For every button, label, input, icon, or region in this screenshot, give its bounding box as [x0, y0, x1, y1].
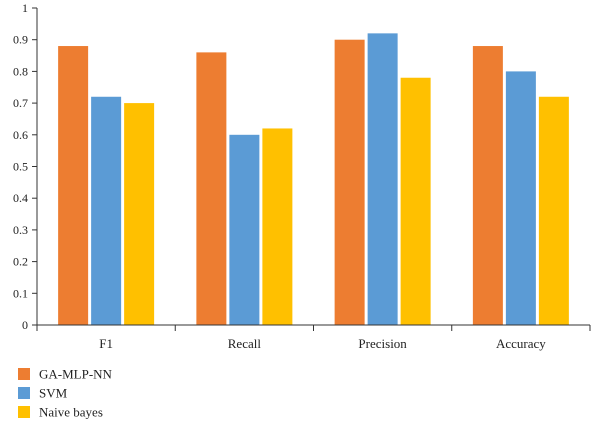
- bar-svm-precision: [367, 33, 398, 326]
- y-tick-label: 0.1: [13, 286, 28, 300]
- y-tick-label: 1: [22, 1, 28, 15]
- y-axis: 0 0.1 0.2 0.3 0.4 0.5 0.6 0.7 0.8 0.9 1: [13, 1, 38, 332]
- bar-svm-recall: [229, 134, 260, 325]
- y-tick-label: 0.5: [13, 160, 28, 174]
- legend-label: Naive bayes: [39, 405, 103, 420]
- legend-label: GA-MLP-NN: [39, 367, 113, 382]
- y-tick-label: 0: [22, 318, 28, 332]
- legend-swatch: [18, 406, 30, 418]
- bar-svm-f1: [91, 96, 122, 325]
- x-tick-label: Recall: [228, 336, 262, 351]
- y-tick-label: 0.4: [13, 191, 28, 205]
- legend: GA-MLP-NN SVM Naive bayes: [18, 367, 113, 420]
- bar-naive-bayes-accuracy: [538, 96, 569, 325]
- y-tick-label: 0.2: [13, 255, 28, 269]
- bar-naive-bayes-precision: [400, 77, 431, 326]
- y-tick-label: 0.6: [13, 128, 28, 142]
- bar-svm-accuracy: [505, 71, 536, 326]
- y-tick-label: 0.7: [13, 96, 28, 110]
- legend-swatch: [18, 387, 30, 399]
- y-tick-label: 0.9: [13, 33, 28, 47]
- bars: [58, 33, 569, 326]
- bar-naive-bayes-recall: [262, 128, 293, 325]
- bar-naive-bayes-f1: [124, 103, 155, 325]
- legend-label: SVM: [39, 386, 68, 401]
- x-tick-label: F1: [99, 336, 113, 351]
- bar-ga-mlp-nn-recall: [196, 52, 227, 325]
- legend-swatch: [18, 368, 30, 380]
- bar-ga-mlp-nn-precision: [334, 39, 365, 325]
- y-tick-label: 0.3: [13, 223, 28, 237]
- y-tick-label: 0.8: [13, 64, 28, 78]
- bar-ga-mlp-nn-f1: [58, 46, 89, 325]
- x-tick-label: Accuracy: [496, 336, 546, 351]
- x-tick-label: Precision: [358, 336, 407, 351]
- x-axis: F1 Recall Precision Accuracy: [36, 324, 591, 351]
- bar-ga-mlp-nn-accuracy: [472, 46, 503, 325]
